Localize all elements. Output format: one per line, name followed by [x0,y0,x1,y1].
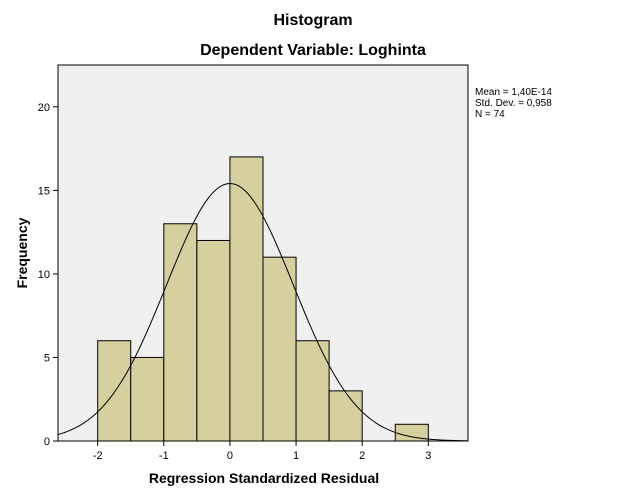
y-axis-label: Frequency [14,217,30,289]
histogram-bar [328,390,363,442]
x-axis: -2 -1 0 1 2 3 [93,441,431,462]
y-axis: 0 5 10 15 20 [38,102,58,448]
histogram-bar [196,239,231,442]
x-tick-label: 2 [359,450,365,462]
histogram-bar [130,356,165,442]
normal-curve [57,183,469,442]
x-tick-label: 0 [227,450,233,462]
x-tick-label: 1 [293,450,299,462]
histogram-bar [295,340,330,442]
histogram-bar [163,223,198,442]
chart-subtitle: Dependent Variable: Loghinta [200,42,426,59]
histogram-bar [97,340,132,442]
y-tick-label: 5 [44,352,50,364]
chart-title: Histogram [273,12,353,29]
y-tick-label: 15 [38,185,50,197]
y-tick-label: 10 [38,269,50,281]
x-tick-label: -1 [159,450,169,462]
x-tick-label: -2 [93,450,103,462]
stat-std-dev: Std. Dev. = 0,958 [475,98,552,109]
x-axis-label: Regression Standardized Residual [148,470,380,486]
y-tick-label: 20 [38,102,50,114]
stat-n: N = 74 [475,109,505,120]
bars-group [97,156,429,442]
histogram-bar [262,256,297,442]
y-tick-label: 0 [44,436,50,448]
histogram-bar [229,156,264,442]
stat-mean: Mean = 1,40E-14 [475,87,552,98]
x-tick-label: 3 [425,450,431,462]
